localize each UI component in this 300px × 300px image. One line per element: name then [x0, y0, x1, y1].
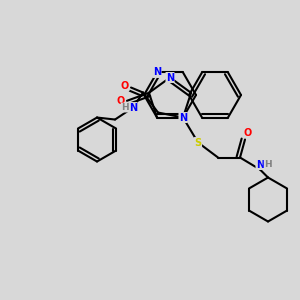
Text: N: N [256, 160, 264, 170]
Text: N: N [166, 73, 174, 82]
Text: H: H [121, 103, 129, 112]
Text: S: S [194, 137, 202, 148]
Text: O: O [244, 128, 252, 137]
Text: O: O [117, 96, 125, 106]
Text: N: N [179, 112, 187, 122]
Text: H: H [264, 160, 272, 169]
Text: N: N [153, 68, 161, 77]
Text: N: N [129, 103, 137, 112]
Text: O: O [121, 80, 129, 91]
